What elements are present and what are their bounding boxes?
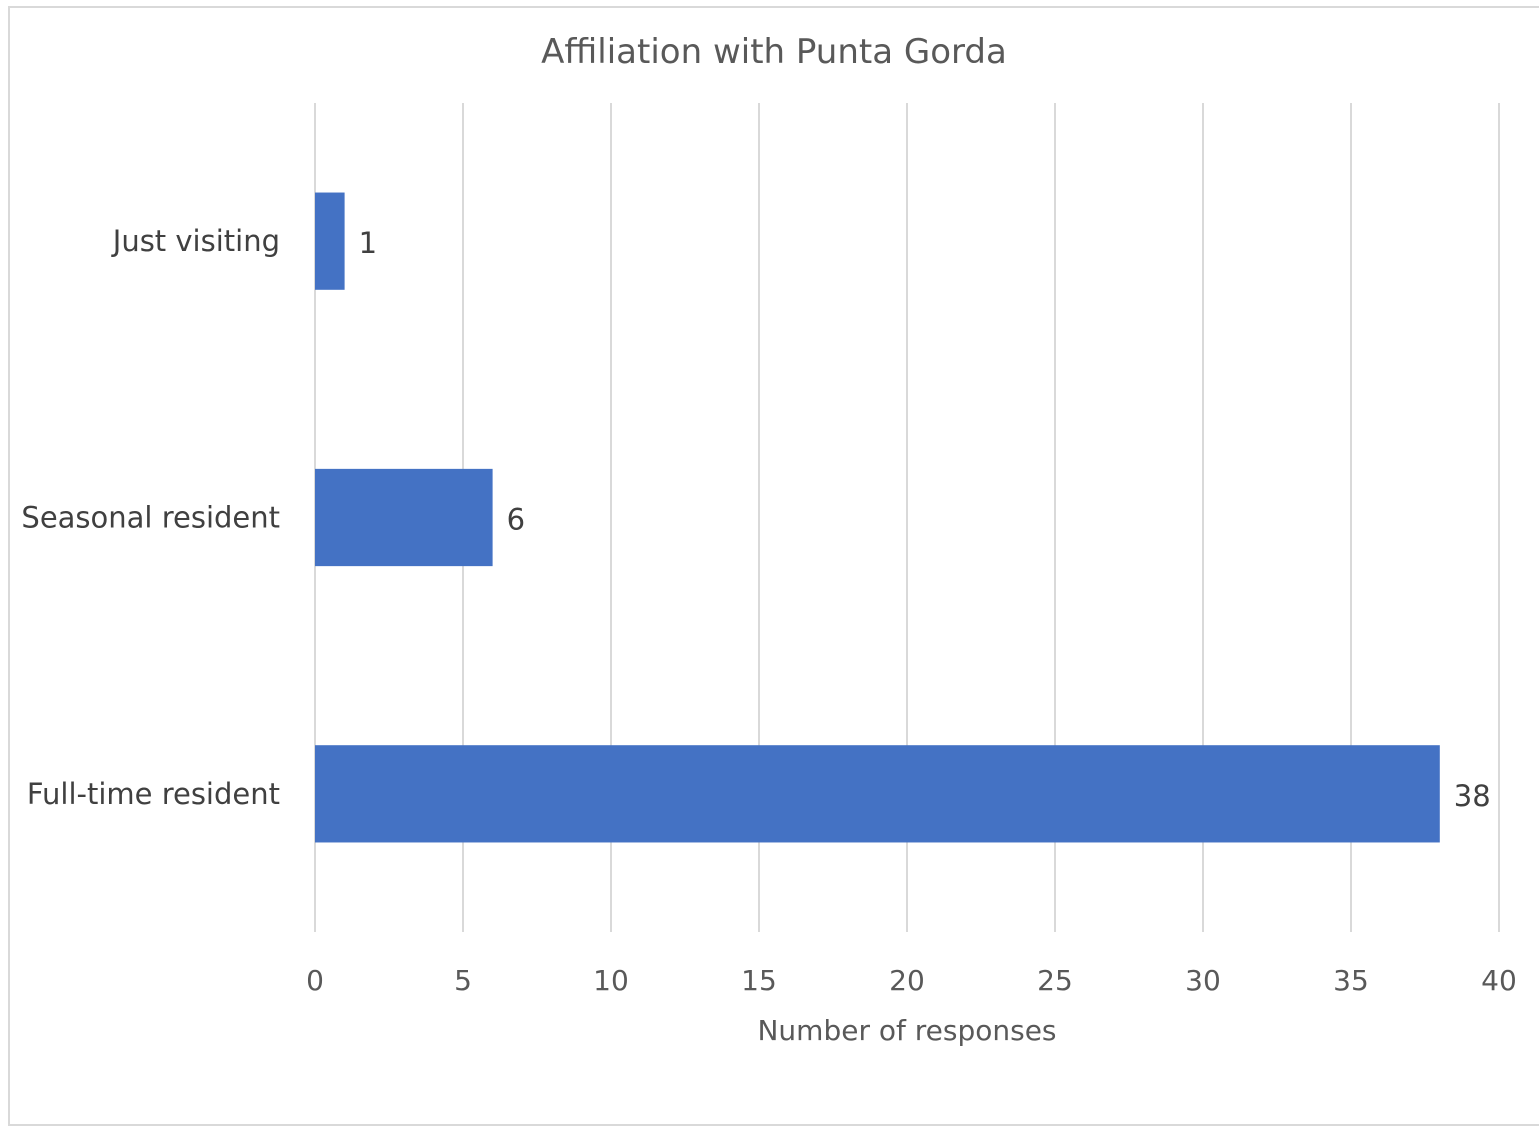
x-tick-label-35: 35 [1333, 964, 1369, 997]
x-tick-label-30: 30 [1185, 964, 1221, 997]
bar-full-time-resident [315, 745, 1440, 843]
y-axis-categories: Just visiting Seasonal resident Full-time … [21, 224, 280, 811]
category-label-just-visiting: Just visiting [111, 224, 280, 258]
data-label-seasonal-resident: 6 [507, 503, 525, 537]
x-axis-title: Number of responses [757, 1014, 1056, 1047]
bars [315, 192, 1440, 843]
x-tick-label-25: 25 [1037, 964, 1073, 997]
x-tick-label-5: 5 [454, 964, 472, 997]
x-tick-label-40: 40 [1481, 964, 1517, 997]
x-axis-ticks: 0 5 10 15 20 25 30 35 40 [306, 964, 1517, 997]
category-label-full-time-resident: Full-time resident [27, 777, 280, 811]
data-label-just-visiting: 1 [359, 226, 377, 260]
chart-title: Affiliation with Punta Gorda [541, 32, 1007, 72]
data-label-full-time-resident: 38 [1454, 779, 1491, 813]
x-tick-label-15: 15 [741, 964, 777, 997]
x-tick-label-0: 0 [306, 964, 324, 997]
x-tick-label-10: 10 [593, 964, 629, 997]
chart-frame [8, 6, 1539, 1126]
x-tick-label-20: 20 [889, 964, 925, 997]
bar-seasonal-resident [315, 468, 493, 567]
bar-just-visiting [315, 192, 345, 290]
category-label-seasonal-resident: Seasonal resident [21, 501, 280, 535]
